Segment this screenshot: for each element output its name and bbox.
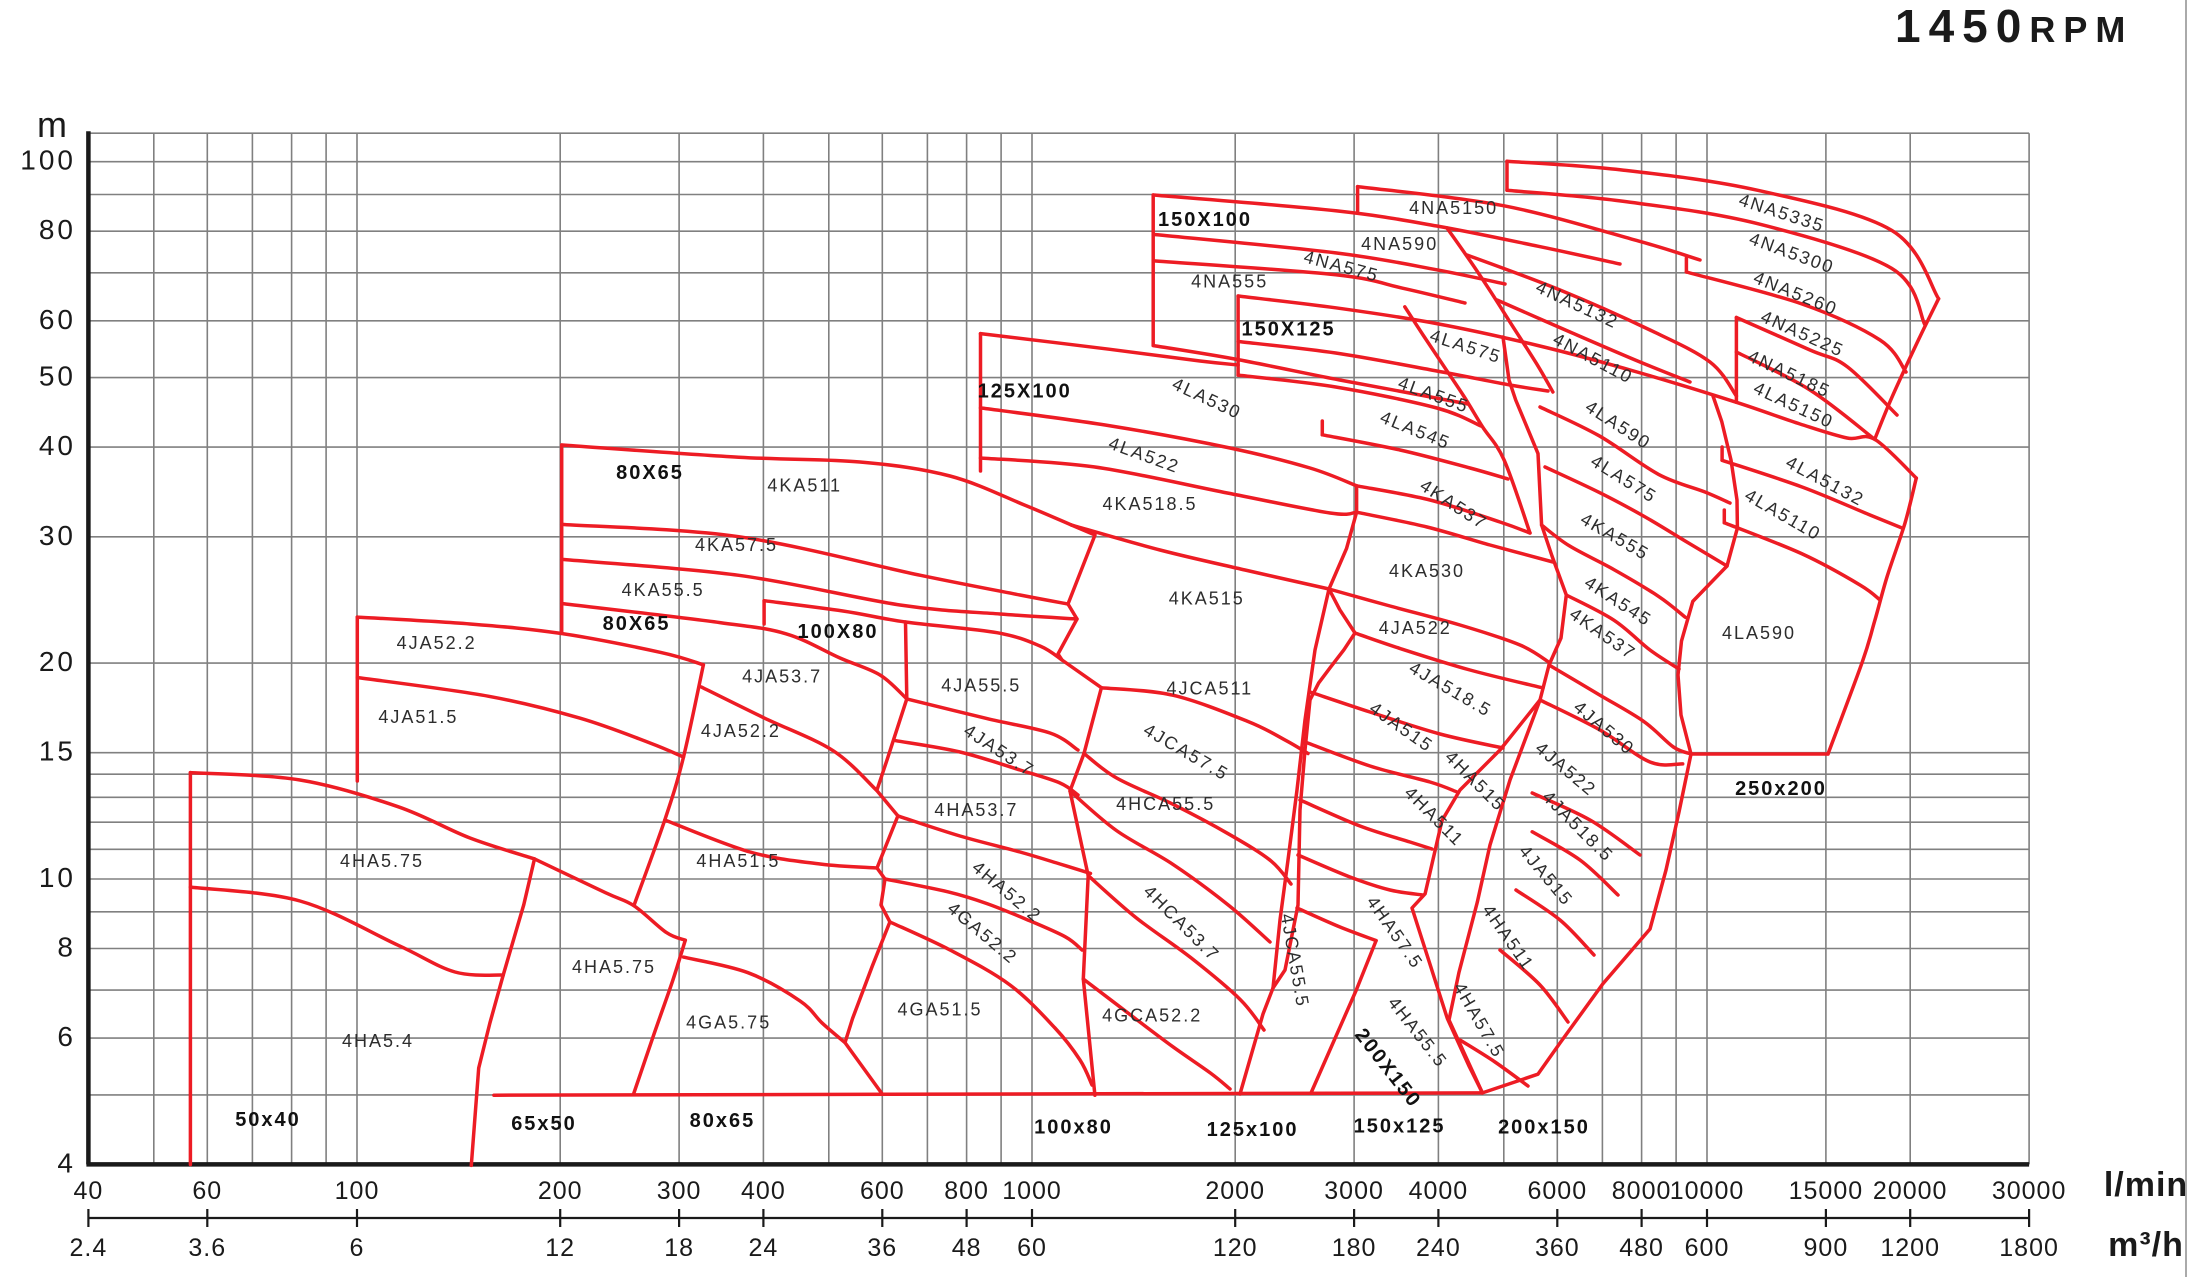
svg-text:50x40: 50x40 [235, 1109, 301, 1131]
svg-text:8: 8 [57, 932, 76, 963]
svg-text:4JA51.5: 4JA51.5 [378, 707, 458, 727]
svg-text:120: 120 [1213, 1234, 1258, 1262]
svg-text:1000: 1000 [1002, 1177, 1062, 1205]
svg-text:4HA5.75: 4HA5.75 [340, 851, 424, 871]
svg-text:4HA5.4: 4HA5.4 [342, 1031, 414, 1051]
svg-text:200x150: 200x150 [1498, 1117, 1590, 1139]
svg-text:250x200: 250x200 [1735, 778, 1827, 800]
svg-text:4JA522: 4JA522 [1379, 618, 1452, 638]
svg-text:20: 20 [39, 646, 76, 677]
svg-text:125X100: 125X100 [978, 381, 1072, 403]
svg-text:2000: 2000 [1205, 1177, 1265, 1205]
svg-text:360: 360 [1535, 1234, 1580, 1262]
svg-text:15: 15 [39, 736, 76, 767]
svg-text:4NA555: 4NA555 [1191, 272, 1268, 292]
svg-text:1450RPM: 1450RPM [1895, 0, 2133, 52]
svg-text:4HA53.7: 4HA53.7 [934, 800, 1018, 820]
svg-text:3.6: 3.6 [188, 1234, 226, 1262]
svg-text:65x50: 65x50 [511, 1113, 577, 1135]
svg-text:125x100: 125x100 [1207, 1119, 1299, 1141]
svg-text:4JA52.2: 4JA52.2 [397, 633, 477, 653]
svg-text:m³/h: m³/h [2108, 1226, 2184, 1264]
svg-text:30000: 30000 [1992, 1177, 2067, 1205]
svg-text:200: 200 [538, 1177, 583, 1205]
svg-text:30: 30 [39, 520, 76, 551]
svg-text:600: 600 [860, 1177, 905, 1205]
svg-text:80X65: 80X65 [603, 613, 671, 635]
svg-text:180: 180 [1332, 1234, 1377, 1262]
svg-text:300: 300 [657, 1177, 702, 1205]
svg-text:10000: 10000 [1670, 1177, 1745, 1205]
svg-text:4JA55.5: 4JA55.5 [941, 675, 1021, 695]
svg-text:6: 6 [57, 1021, 76, 1052]
svg-text:l/min: l/min [2104, 1166, 2188, 1204]
svg-text:4GA51.5: 4GA51.5 [897, 999, 982, 1019]
svg-text:15000: 15000 [1789, 1177, 1864, 1205]
svg-text:1800: 1800 [1999, 1234, 2059, 1262]
svg-text:4KA57.5: 4KA57.5 [695, 535, 778, 555]
svg-text:2.4: 2.4 [70, 1234, 108, 1262]
svg-text:8000: 8000 [1612, 1177, 1672, 1205]
svg-text:4NA590: 4NA590 [1361, 234, 1438, 254]
svg-text:20000: 20000 [1873, 1177, 1948, 1205]
svg-text:6000: 6000 [1527, 1177, 1587, 1205]
svg-text:m: m [37, 104, 67, 145]
svg-text:4KA515: 4KA515 [1169, 589, 1245, 609]
svg-text:36: 36 [867, 1234, 897, 1262]
svg-text:80X65: 80X65 [616, 462, 684, 484]
svg-text:1200: 1200 [1880, 1234, 1940, 1262]
svg-text:600: 600 [1685, 1234, 1730, 1262]
svg-text:100X80: 100X80 [798, 621, 879, 643]
svg-text:50: 50 [39, 361, 76, 392]
svg-text:60: 60 [1017, 1234, 1047, 1262]
svg-text:150x125: 150x125 [1354, 1115, 1446, 1137]
svg-text:12: 12 [545, 1234, 575, 1262]
svg-text:40: 40 [39, 430, 76, 461]
svg-text:800: 800 [944, 1177, 989, 1205]
svg-text:4GCA52.2: 4GCA52.2 [1102, 1006, 1202, 1026]
svg-text:4GA5.75: 4GA5.75 [686, 1012, 771, 1032]
svg-text:6: 6 [350, 1234, 365, 1262]
svg-text:150X100: 150X100 [1158, 209, 1252, 231]
svg-text:24: 24 [748, 1234, 778, 1262]
svg-text:4LA590: 4LA590 [1722, 623, 1796, 643]
svg-text:4JCA511: 4JCA511 [1166, 678, 1253, 698]
svg-text:100: 100 [335, 1177, 380, 1205]
svg-text:40: 40 [73, 1177, 103, 1205]
svg-text:10: 10 [39, 862, 76, 893]
svg-text:240: 240 [1416, 1234, 1461, 1262]
svg-text:400: 400 [741, 1177, 786, 1205]
svg-text:4: 4 [57, 1147, 76, 1178]
svg-text:480: 480 [1619, 1234, 1664, 1262]
svg-text:4KA530: 4KA530 [1389, 561, 1465, 581]
svg-text:4JA53.7: 4JA53.7 [742, 667, 822, 687]
svg-text:80: 80 [39, 214, 76, 245]
svg-text:4KA55.5: 4KA55.5 [622, 580, 705, 600]
svg-text:4000: 4000 [1409, 1177, 1469, 1205]
svg-text:60: 60 [39, 304, 76, 335]
svg-text:3000: 3000 [1324, 1177, 1384, 1205]
svg-text:4KA518.5: 4KA518.5 [1102, 494, 1197, 514]
svg-text:100: 100 [20, 145, 76, 176]
svg-text:4HA5.75: 4HA5.75 [572, 957, 656, 977]
svg-text:80x65: 80x65 [690, 1110, 756, 1132]
svg-text:4JA52.2: 4JA52.2 [701, 721, 781, 741]
svg-text:900: 900 [1804, 1234, 1849, 1262]
svg-text:4HA51.5: 4HA51.5 [696, 851, 780, 871]
svg-text:100x80: 100x80 [1034, 1117, 1113, 1139]
svg-text:48: 48 [952, 1234, 982, 1262]
svg-text:4HCA55.5: 4HCA55.5 [1116, 794, 1215, 814]
svg-text:4NA5150: 4NA5150 [1409, 198, 1498, 218]
svg-text:150X125: 150X125 [1242, 319, 1336, 341]
svg-text:18: 18 [664, 1234, 694, 1262]
svg-text:4KA511: 4KA511 [767, 475, 842, 495]
svg-text:60: 60 [192, 1177, 222, 1205]
